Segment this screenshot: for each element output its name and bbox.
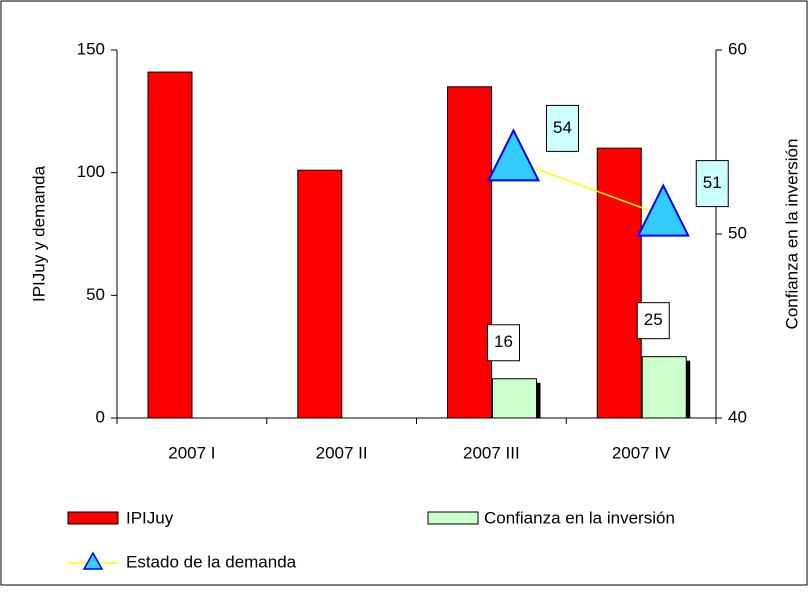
bar (492, 378, 537, 419)
x-tick-label: 2007 I (168, 443, 215, 462)
marker (636, 183, 690, 237)
x-tick-label: 2007 IV (612, 443, 671, 462)
data-label: 51 (703, 173, 722, 192)
legend-label: Confianza en la inversión (484, 508, 675, 527)
y2-tick-label: 60 (728, 39, 747, 58)
marker (486, 128, 541, 182)
data-label: 54 (553, 118, 572, 137)
legend-swatch (427, 511, 479, 525)
legend-swatch (67, 511, 119, 525)
bar (297, 169, 343, 419)
bar (641, 356, 687, 419)
data-label-box (487, 324, 520, 362)
y2-axis-label: Confianza en la inversión (782, 139, 801, 330)
data-label: 25 (644, 310, 663, 329)
y-tick-label: 50 (86, 285, 105, 304)
y-tick-label: 0 (96, 407, 105, 426)
y-tick-label: 150 (77, 39, 105, 58)
y2-tick-label: 40 (728, 407, 747, 426)
data-label: 16 (494, 332, 513, 351)
x-tick-label: 2007 II (316, 443, 368, 462)
y-axis-label: IPIJuy y demanda (29, 165, 48, 302)
bar (147, 71, 193, 419)
y2-tick-label: 50 (728, 223, 747, 242)
data-label-box (636, 302, 670, 340)
legend-label: Estado de la demanda (126, 552, 297, 571)
legend-label: IPIJuy (126, 508, 174, 527)
line (513, 159, 664, 217)
bar (596, 147, 642, 419)
bar (447, 86, 492, 419)
data-label-box (695, 160, 729, 208)
y-tick-label: 100 (77, 162, 105, 181)
x-tick-label: 2007 III (463, 443, 520, 462)
data-label-box (546, 104, 579, 152)
legend-marker (82, 551, 104, 570)
